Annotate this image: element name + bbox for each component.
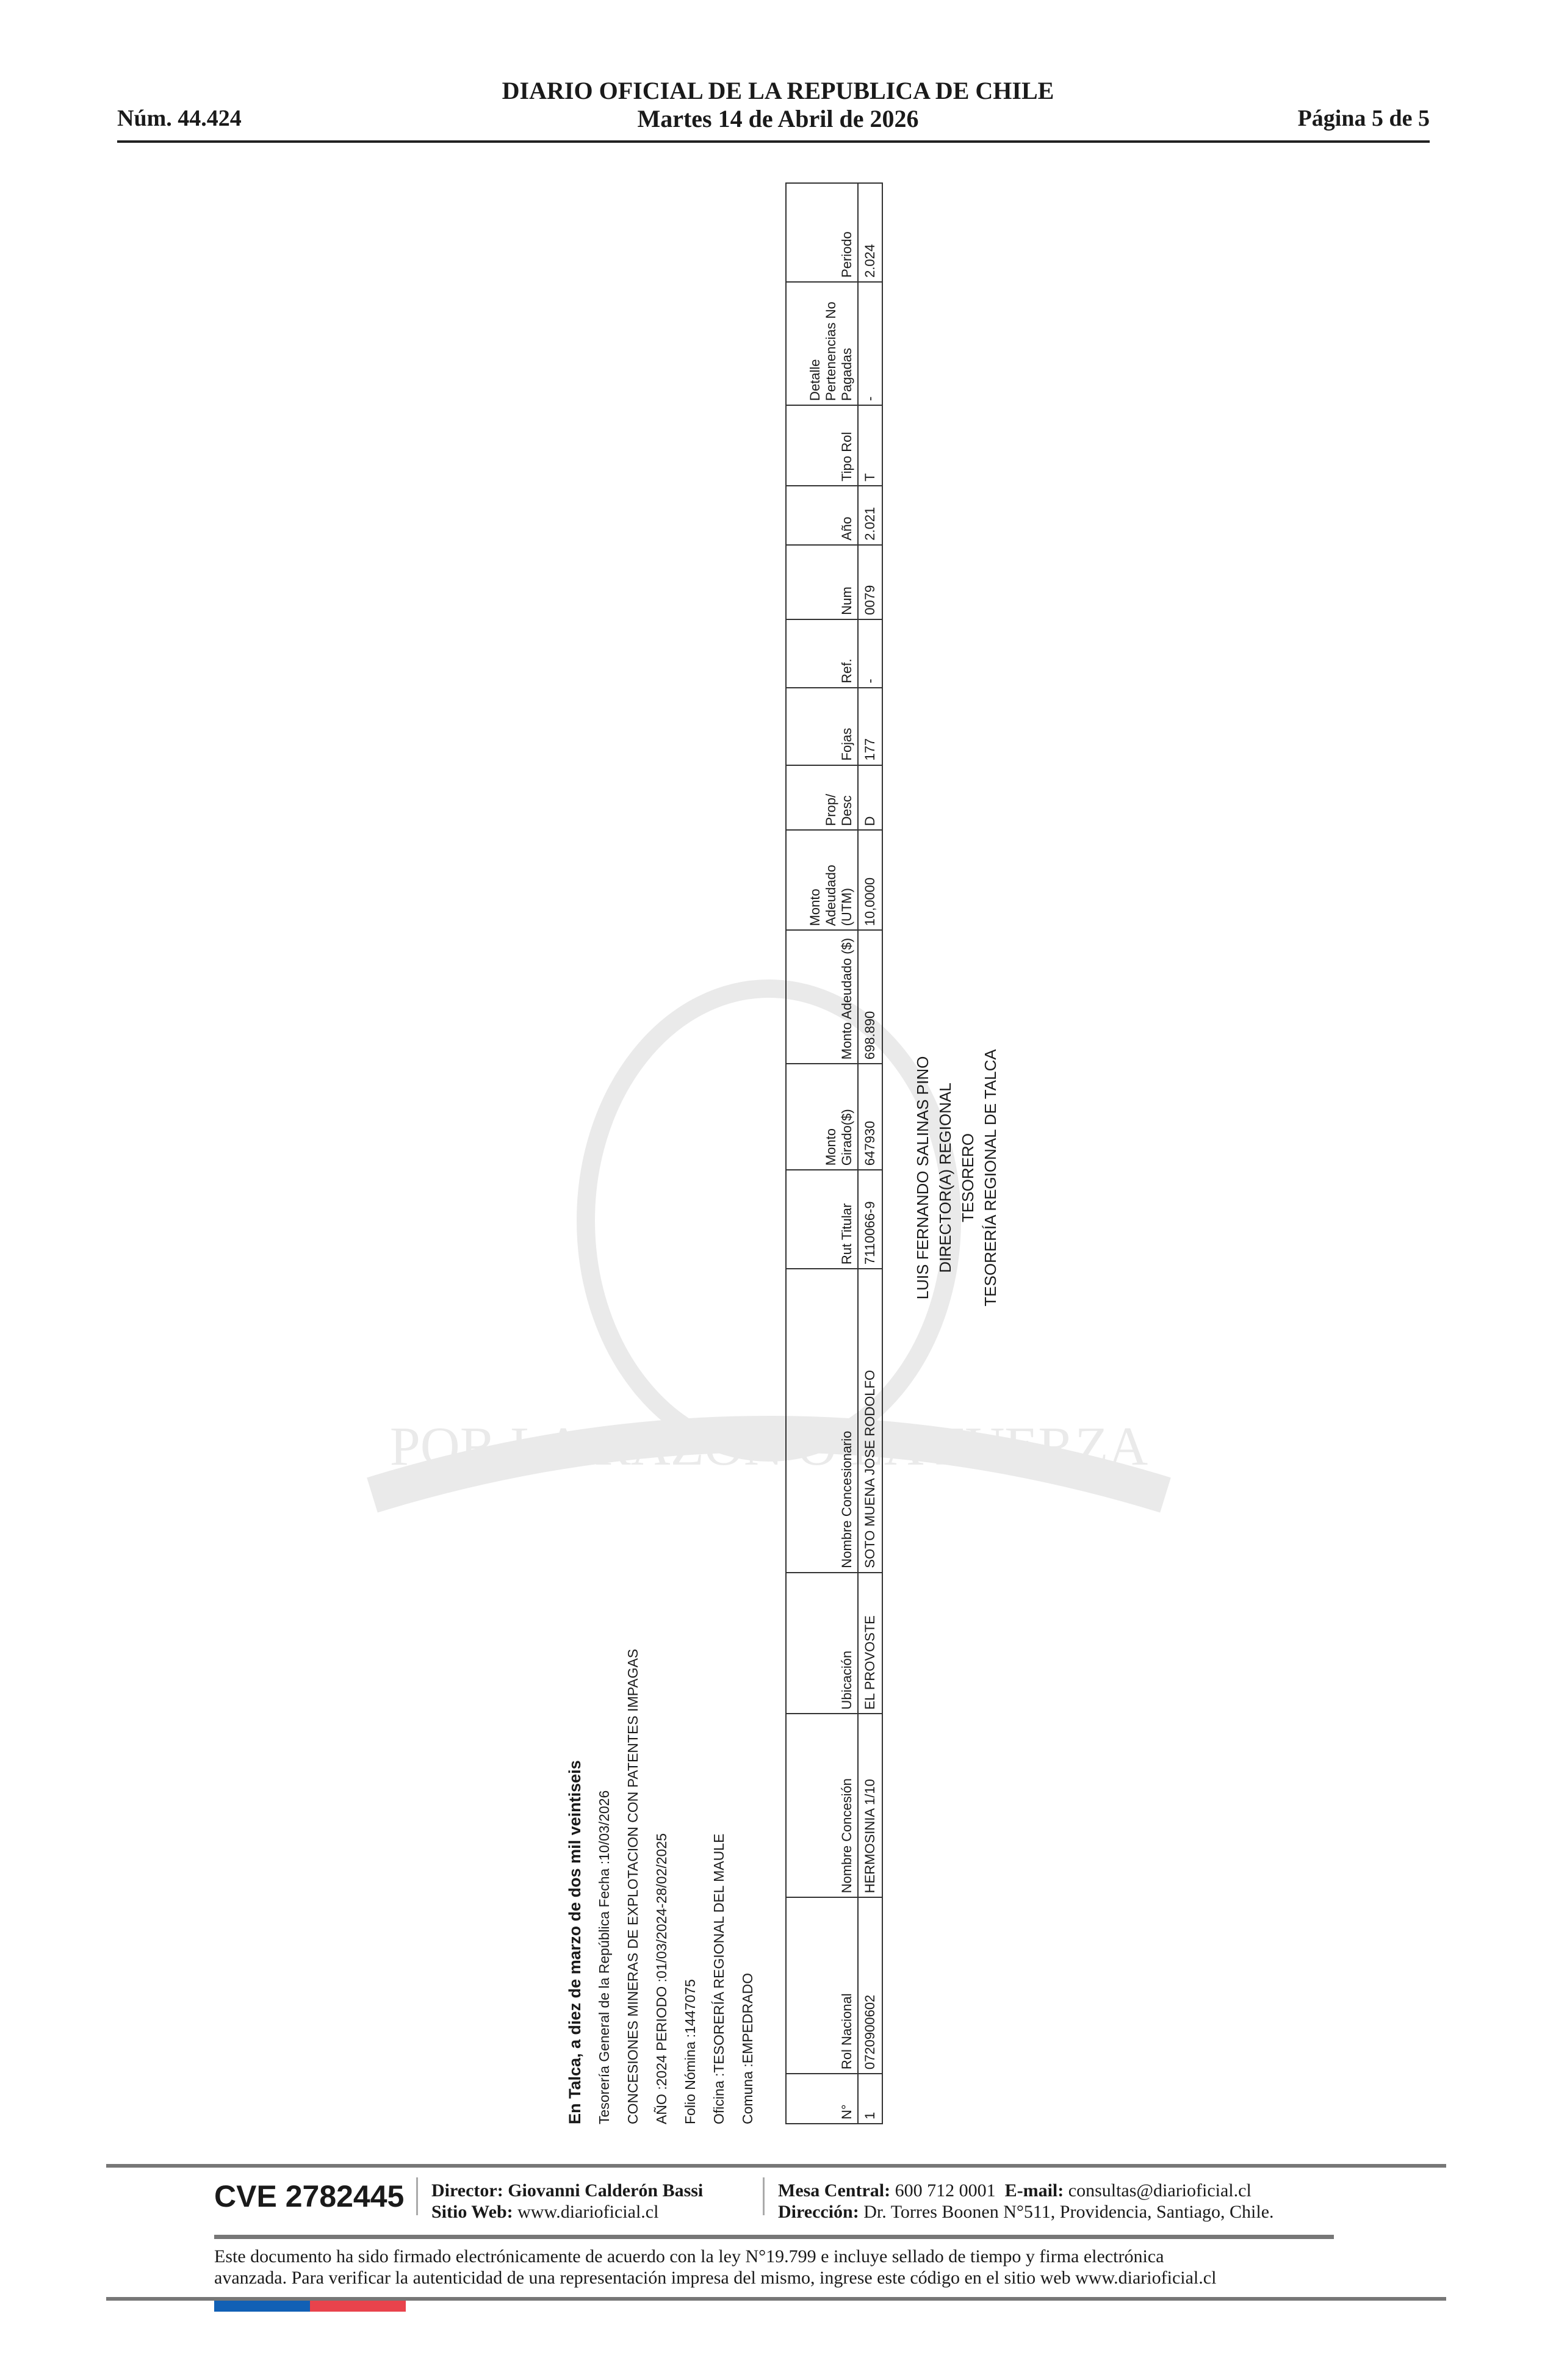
table-cell: 177 — [858, 687, 882, 765]
issue-number: Núm. 44.424 — [117, 106, 242, 131]
table-cell: D — [858, 765, 882, 831]
table-cell: EL PROVOSTE — [858, 1572, 882, 1714]
director-label: Director: — [431, 2180, 503, 2201]
table-header-row: N° Rol Nacional Nombre Concesión Ubicación N… — [786, 183, 858, 2124]
notice-line: Comuna :EMPEDRADO — [740, 1973, 755, 2124]
column-header: Rol Nacional — [786, 1897, 858, 2074]
table-cell: SOTO MUENA JOSE RODOLFO — [858, 1269, 882, 1573]
header-divider — [117, 140, 1430, 143]
address-value: Dr. Torres Boonen N°511, Providencia, Sa… — [863, 2202, 1274, 2222]
table-cell: 1 — [858, 2074, 882, 2124]
mesa-label: Mesa Central: — [778, 2180, 891, 2201]
website-label: Sitio Web: — [431, 2202, 513, 2222]
flag-bar-red — [310, 2301, 406, 2312]
newspaper-name: DIARIO OFICIAL DE LA REPUBLICA DE CHILE — [502, 77, 1054, 104]
notice-line: Oficina :TESORERÍA REGIONAL DEL MAULE — [711, 1833, 727, 2124]
notice-line: CONCESIONES MINERAS DE EXPLOTACION CON P… — [625, 1648, 641, 2124]
column-header: Detalle Pertenencias No Pagadas — [786, 282, 858, 405]
column-header: Monto Adeudado ($) — [786, 930, 858, 1064]
column-header: Monto Adeudado (UTM) — [786, 830, 858, 931]
table-cell: 7110066-9 — [858, 1170, 882, 1269]
table-cell: 647930 — [858, 1064, 882, 1170]
signature-block: LUIS FERNANDO SALINAS PINO DIRECTOR(A) R… — [912, 934, 1002, 1422]
issue-date: Martes 14 de Abril de 2026 — [637, 105, 919, 132]
email-link[interactable]: consultas@diarioficial.cl — [1068, 2180, 1252, 2201]
website-link[interactable]: www.diarioficial.cl — [517, 2202, 659, 2222]
footer-divider — [106, 2164, 1446, 2168]
director-name: Giovanni Calderón Bassi — [508, 2180, 704, 2201]
notice-line: AÑO :2024 PERIODO :01/03/2024-28/02/2025 — [654, 1833, 669, 2124]
column-header: Nombre Concesionario — [786, 1269, 858, 1573]
column-header: Monto Girado($) — [786, 1064, 858, 1170]
column-header: Ubicación — [786, 1572, 858, 1714]
coat-of-arms-watermark: POR LA RAZON O LA FUERZA — [367, 979, 1171, 1513]
signer-role: TESORERO — [959, 1133, 977, 1222]
column-header: Rut Titular — [786, 1170, 858, 1269]
footer-divider — [106, 2297, 1446, 2301]
footer-separator — [416, 2177, 418, 2215]
column-header: Prop/ Desc — [786, 765, 858, 831]
page-number: Página 5 de 5 — [1297, 106, 1430, 131]
notice-heading: En Talca, a diez de marzo de dos mil vei… — [566, 1760, 584, 2124]
table-cell: T — [858, 405, 882, 486]
column-header: Fojas — [786, 687, 858, 765]
column-header: Periodo — [786, 183, 858, 283]
page-title: DIARIO OFICIAL DE LA REPUBLICA DE CHILE … — [0, 77, 1556, 133]
cve-code: CVE 2782445 — [214, 2179, 405, 2213]
table-cell: 0079 — [858, 544, 882, 619]
column-header: N° — [786, 2074, 858, 2124]
column-header: Año — [786, 485, 858, 545]
footer-separator — [763, 2177, 765, 2215]
footer-director-block: Director: Giovanni Calderón Bassi Sitio … — [431, 2180, 703, 2223]
rotated-notice: En Talca, a diez de marzo de dos mil vei… — [555, 182, 1018, 2124]
legal-line: avanzada. Para verificar la autenticidad… — [214, 2268, 1217, 2288]
signer-name: LUIS FERNANDO SALINAS PINO — [913, 1056, 932, 1300]
column-header: Ref. — [786, 619, 858, 688]
table-cell: 10,0000 — [858, 830, 882, 931]
column-header: Num — [786, 544, 858, 619]
legal-line: Este documento ha sido firmado electróni… — [214, 2246, 1164, 2266]
mesa-phone: 600 712 0001 — [895, 2180, 996, 2201]
watermark-motto: POR LA RAZON O LA FUERZA — [390, 1416, 1148, 1477]
concessions-table: N° Rol Nacional Nombre Concesión Ubicación N… — [785, 182, 883, 2124]
column-header: Tipo Rol — [786, 405, 858, 486]
legal-notice: Este documento ha sido firmado electróni… — [214, 2246, 1216, 2288]
table-cell: 698.890 — [858, 930, 882, 1064]
table-cell: 2.024 — [858, 183, 882, 283]
table-row: 1 0720900602 HERMOSINIA 1/10 EL PROVOSTE SOT… — [858, 183, 882, 2124]
table-cell: 0720900602 — [858, 1897, 882, 2074]
footer-contact-block: Mesa Central: 600 712 0001 E-mail: consu… — [778, 2180, 1274, 2223]
table-cell: 2.021 — [858, 485, 882, 545]
notice-line: Tesorería General de la República Fecha … — [596, 1790, 612, 2124]
table-cell: - — [858, 619, 882, 688]
email-label: E-mail: — [1004, 2180, 1064, 2201]
table-cell: HERMOSINIA 1/10 — [858, 1714, 882, 1898]
signer-title: DIRECTOR(A) REGIONAL — [936, 1083, 954, 1273]
flag-bar-blue — [214, 2301, 310, 2312]
signer-office: TESORERÍA REGIONAL DE TALCA — [981, 1049, 1000, 1307]
notice-line: Folio Nómina :1447075 — [682, 1979, 698, 2124]
footer-divider — [214, 2235, 1334, 2239]
address-label: Dirección: — [778, 2202, 859, 2222]
column-header: Nombre Concesión — [786, 1714, 858, 1898]
table-cell: - — [858, 282, 882, 405]
